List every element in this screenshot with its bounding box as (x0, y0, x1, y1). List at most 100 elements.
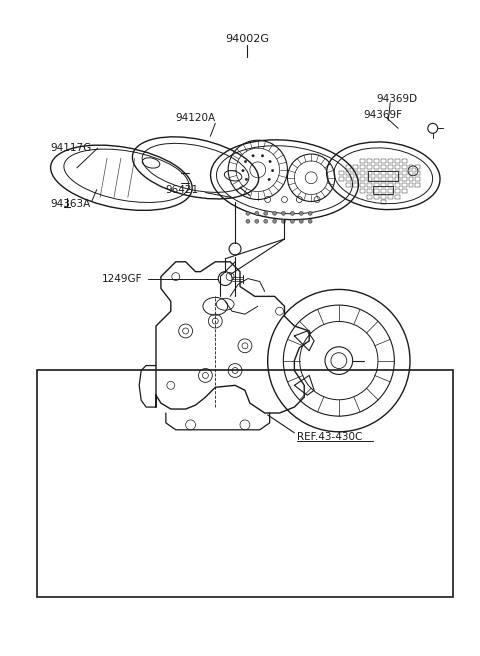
Bar (360, 159, 365, 163)
Bar (395, 165, 400, 169)
Bar (388, 176, 393, 180)
Circle shape (261, 155, 264, 157)
Bar (395, 189, 400, 193)
Bar (388, 165, 393, 169)
Bar (381, 165, 386, 169)
Text: 96421: 96421 (166, 184, 199, 195)
Text: REF.43-430C: REF.43-430C (297, 432, 363, 441)
Bar (360, 189, 365, 193)
Bar (416, 165, 420, 169)
Bar (416, 171, 420, 174)
Bar (360, 171, 365, 174)
Bar (408, 176, 413, 180)
Bar (367, 195, 372, 199)
Bar (360, 183, 365, 187)
Bar (374, 195, 379, 199)
Circle shape (269, 160, 271, 163)
Circle shape (290, 219, 294, 223)
Bar (346, 165, 351, 169)
Bar (416, 176, 420, 180)
Bar (381, 189, 386, 193)
Bar (373, 186, 393, 194)
Circle shape (290, 211, 294, 215)
Bar (374, 176, 379, 180)
Bar (367, 189, 372, 193)
Circle shape (300, 211, 303, 215)
Bar (367, 183, 372, 187)
Circle shape (273, 211, 276, 215)
Text: 94369F: 94369F (363, 110, 403, 119)
Text: 94369D: 94369D (376, 94, 418, 104)
Circle shape (246, 219, 250, 223)
Bar (367, 159, 372, 163)
Bar (381, 201, 386, 205)
Circle shape (246, 211, 250, 215)
Bar (369, 171, 398, 180)
Bar (402, 171, 407, 174)
Bar (353, 176, 358, 180)
Circle shape (300, 219, 303, 223)
Bar (367, 165, 372, 169)
Bar (381, 159, 386, 163)
Bar (395, 176, 400, 180)
Bar (416, 183, 420, 187)
Bar (408, 183, 413, 187)
Bar (402, 176, 407, 180)
Bar (395, 183, 400, 187)
Bar (388, 195, 393, 199)
Bar (408, 171, 413, 174)
Bar (374, 189, 379, 193)
Bar (367, 171, 372, 174)
Bar (346, 176, 351, 180)
Circle shape (255, 219, 259, 223)
Bar (37, 369, 453, 597)
Circle shape (244, 160, 247, 163)
Circle shape (264, 211, 268, 215)
Bar (395, 171, 400, 174)
Bar (381, 176, 386, 180)
Circle shape (308, 211, 312, 215)
Bar (381, 171, 386, 174)
Bar (353, 165, 358, 169)
Text: 94117G: 94117G (50, 143, 92, 153)
Bar (374, 165, 379, 169)
Circle shape (268, 178, 270, 180)
Bar (402, 159, 407, 163)
Circle shape (271, 169, 274, 172)
Bar (395, 195, 400, 199)
Bar (374, 183, 379, 187)
Bar (381, 183, 386, 187)
Bar (388, 159, 393, 163)
Bar (339, 176, 344, 180)
Bar (395, 159, 400, 163)
Bar (388, 189, 393, 193)
Circle shape (281, 219, 286, 223)
Circle shape (242, 169, 244, 172)
Circle shape (255, 211, 259, 215)
Bar (360, 165, 365, 169)
Text: 1249GF: 1249GF (102, 274, 142, 283)
Circle shape (308, 219, 312, 223)
Bar (381, 195, 386, 199)
Circle shape (252, 155, 254, 157)
Bar (402, 183, 407, 187)
Bar (408, 165, 413, 169)
Bar (402, 189, 407, 193)
Bar (346, 183, 351, 187)
Bar (402, 165, 407, 169)
Text: 94002G: 94002G (226, 34, 269, 45)
Circle shape (264, 219, 268, 223)
Text: 94363A: 94363A (50, 199, 90, 209)
Bar (388, 183, 393, 187)
Bar (388, 171, 393, 174)
Bar (374, 171, 379, 174)
Bar (374, 159, 379, 163)
Bar (353, 183, 358, 187)
Bar (367, 176, 372, 180)
Circle shape (281, 211, 286, 215)
Bar (353, 171, 358, 174)
Bar (360, 176, 365, 180)
Bar (346, 171, 351, 174)
Bar (339, 171, 344, 174)
Text: 94120A: 94120A (176, 113, 216, 123)
